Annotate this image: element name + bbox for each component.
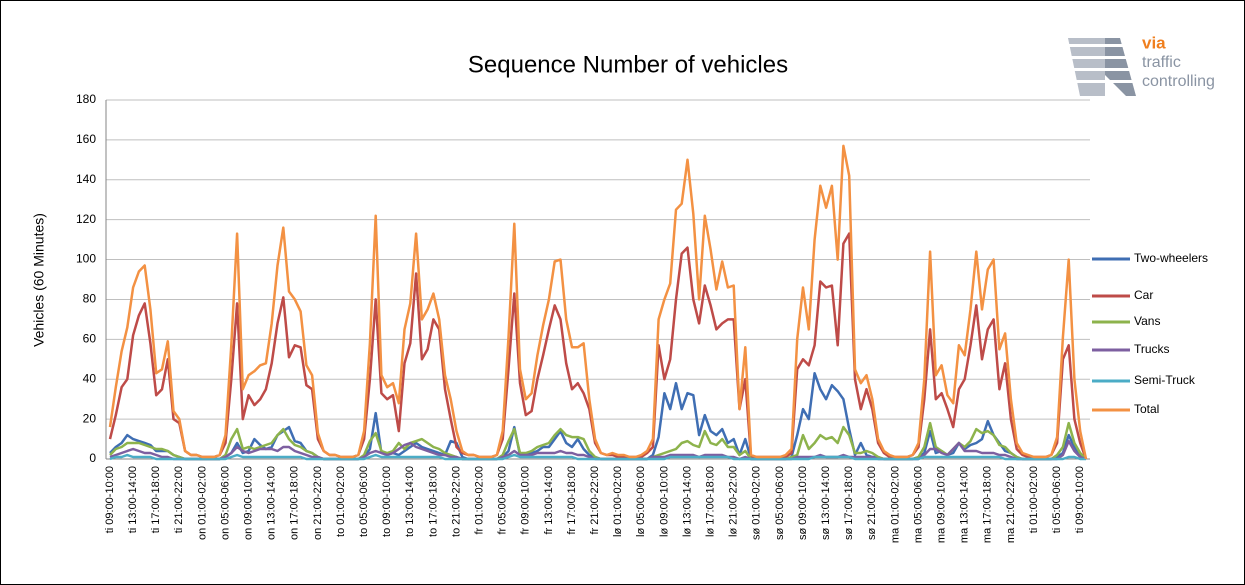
logo-stripe [1068,56,1136,59]
legend-label: Total [1134,402,1159,416]
x-tick-label: to 13:00-14:00 [404,466,416,537]
x-tick-label: lø 17:00-18:00 [705,466,717,537]
x-tick-label: ma 09:00-10:00 [936,466,948,543]
legend-label: Semi-Truck [1134,373,1196,387]
y-tick-label: 40 [83,371,97,385]
x-tick-label: on 13:00-14:00 [266,466,278,540]
x-tick-label: lø 05:00-06:00 [635,466,647,537]
x-tick-label: fr 17:00-18:00 [566,466,578,535]
x-tick-label: to 17:00-18:00 [427,466,439,537]
x-tick-label: ti 01:00-02:00 [1028,466,1040,533]
legend-label: Vans [1134,314,1160,328]
x-tick-label: ma 05:00-06:00 [912,466,924,543]
chart-title: Sequence Number of vehicles [468,51,788,78]
y-tick-label: 140 [76,172,96,186]
x-tick-label: sø 01:00-02:00 [751,466,763,540]
y-tick-label: 100 [76,252,96,266]
x-tick-label: on 17:00-18:00 [289,466,301,540]
x-tick-label: ti 09:00-10:00 [1074,466,1086,533]
y-tick-label: 120 [76,212,96,226]
x-tick-label: sø 21:00-22:00 [866,466,878,540]
x-tick-label: to 01:00-02:00 [335,466,347,537]
x-tick-label: ti 13:00-14:00 [127,466,139,533]
y-tick-label: 80 [83,292,97,306]
x-tick-label: lø 09:00-10:00 [658,466,670,537]
logo-text: traffic [1142,54,1181,71]
y-tick-label: 20 [83,411,97,425]
logo: via traffic controlling [1068,33,1215,96]
y-axis-label: Vehicles (60 Minutes) [31,213,47,347]
x-tick-label: on 01:00-02:00 [196,466,208,540]
x-tick-label: ma 01:00-02:00 [889,466,901,543]
logo-stripe [1068,80,1136,83]
x-tick-label: ma 21:00-22:00 [1005,466,1017,543]
x-tick-label: fr 21:00-22:00 [589,466,601,535]
x-tick-label: fr 13:00-14:00 [543,466,555,535]
series-line [108,144,1088,460]
logo-stripe [1068,68,1136,71]
x-tick-label: to 05:00-06:00 [358,466,370,537]
logo-text: controlling [1142,73,1215,90]
x-tick-label: ti 05:00-06:00 [1051,466,1063,533]
x-tick-label: to 09:00-10:00 [381,466,393,537]
x-tick-label: fr 05:00-06:00 [497,466,509,535]
y-tick-label: 0 [89,451,96,465]
x-tick-label: ti 17:00-18:00 [150,466,162,533]
legend-label: Two-wheelers [1134,251,1208,265]
series-line [109,453,1086,461]
x-tick-label: fr 09:00-10:00 [520,466,532,535]
x-tick-label: fr 01:00-02:00 [474,466,486,535]
legend-label: Car [1134,288,1153,302]
logo-stripe [1068,44,1136,47]
y-tick-label: 60 [83,332,97,346]
x-tick-label: ti 09:00-10:00 [104,466,116,533]
x-tick-label: ma 17:00-18:00 [982,466,994,543]
x-tick-label: ti 21:00-22:00 [173,466,185,533]
x-tick-label: to 21:00-22:00 [450,466,462,537]
x-tick-label: on 05:00-06:00 [219,466,231,540]
y-tick-label: 160 [76,132,96,146]
x-tick-label: lø 21:00-22:00 [728,466,740,537]
x-tick-label: on 09:00-10:00 [243,466,255,540]
logo-brand: via [1142,33,1166,52]
x-tick-label: sø 13:00-14:00 [820,466,832,540]
legend-label: Trucks [1134,342,1170,356]
x-tick-label: on 21:00-22:00 [312,466,324,540]
x-tick-label: lø 01:00-02:00 [612,466,624,537]
x-tick-label: sø 17:00-18:00 [843,466,855,540]
x-tick-label: lø 13:00-14:00 [681,466,693,537]
x-tick-label: sø 05:00-06:00 [774,466,786,540]
x-tick-label: ma 13:00-14:00 [959,466,971,543]
y-tick-label: 180 [76,92,96,106]
x-tick-label: sø 09:00-10:00 [797,466,809,540]
